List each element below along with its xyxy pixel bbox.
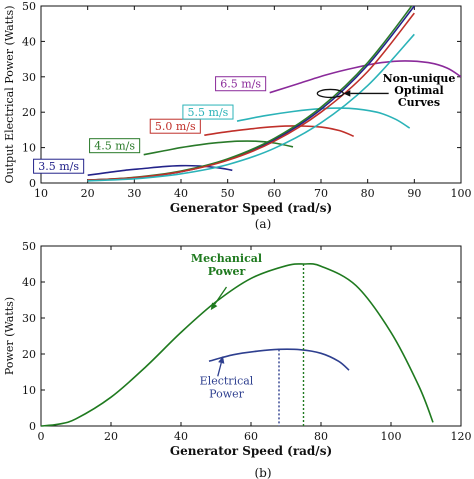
panel-b-x-tick-label: 120 (451, 430, 472, 443)
panel-a-x-tick-label: 20 (81, 187, 95, 200)
panel-b-x-axis-label: Generator Speed (rad/s) (170, 444, 332, 458)
series-label-box (182, 104, 234, 120)
panel-b-y-tick-label: 30 (22, 312, 36, 325)
panel-a-y-axis-label: Output Electrical Power (Watts) (3, 6, 16, 184)
series-5-5-m-sline (236, 107, 411, 129)
optimal-curve-8 (87, 33, 415, 182)
annotation-line-3: Curves (398, 96, 440, 109)
panel-b-markers (278, 264, 305, 426)
panel-a-caption: (a) (255, 217, 272, 231)
panel-a-x-tick-label: 60 (267, 187, 281, 200)
panel-a-x-tick-label: 30 (127, 187, 141, 200)
panel-a-x-tick-label: 50 (221, 187, 235, 200)
series-label: 6.5 m/s (220, 78, 261, 91)
panel-b-x-tick-label: 60 (244, 430, 258, 443)
series-label: 3.5 m/s (38, 160, 79, 173)
panel-a-frame (40, 5, 462, 184)
panel-b-frame (40, 245, 462, 427)
series-label: 5.0 m/s (155, 120, 196, 133)
mechanical-label-line-1: Mechanical (191, 252, 262, 265)
annotation-line-1: Non-unique (383, 72, 456, 85)
panel-b-x-tick-label: 0 (38, 430, 45, 443)
panel-b-y-tick-label: 20 (22, 348, 36, 361)
panel-a-x-tick-label: 80 (361, 187, 375, 200)
panel-a-y-tick-label: 30 (22, 71, 36, 84)
panel-a-x-tick-label: 100 (451, 187, 472, 200)
electrical-label-line-2: Power (209, 388, 245, 401)
panel-a-x-axis-label: Generator Speed (rad/s) (170, 201, 332, 215)
series-label-box (89, 138, 141, 154)
panel-b-caption: (b) (254, 466, 271, 479)
mechanical-arrowhead (210, 302, 218, 311)
panel-b-y-tick-label: 40 (22, 276, 36, 289)
mechanical-label-line-2: Power (208, 265, 246, 278)
series-label: 5.5 m/s (188, 106, 229, 119)
panel-a-series-labels: 3.5 m/s 4.5 m/s 5.0 m/s5.5 m/s 6.5 m/s (33, 76, 267, 174)
panel-a-annotation-non-unique: Non-unique Optimal Curves (316, 72, 456, 109)
panel-a-y-tick-label: 50 (22, 0, 36, 13)
electrical-arrowhead (218, 356, 225, 364)
series-5-0-m-sline (204, 125, 355, 138)
panel-a-x-tick-label: 40 (174, 187, 188, 200)
panel-b-ticks: 0 20 40 60 80 100 120 0 10 20 30 40 50 (22, 240, 472, 443)
panel-b-series (40, 262, 434, 427)
panel-b-y-tick-label: 0 (29, 420, 36, 433)
panel-b-annotation-mechanical: Mechanical Power (191, 252, 262, 311)
mechanical-arrow (214, 286, 228, 305)
electrical-arrow (217, 362, 222, 377)
series-electrical-power-line (208, 348, 350, 371)
series-label-box (215, 76, 267, 92)
panel-b-x-tick-label: 100 (381, 430, 402, 443)
series-label-box (33, 158, 85, 174)
panel-a-x-tick-label: 70 (314, 187, 328, 200)
panel-b-x-tick-label: 20 (104, 430, 118, 443)
panel-a-x-tick-label: 10 (34, 187, 48, 200)
panel-b-x-tick-label: 40 (174, 430, 188, 443)
panel-b-annotation-electrical: Electrical Power (200, 356, 254, 401)
panel-b-x-tick-label: 80 (314, 430, 328, 443)
panel-a-series (87, 6, 461, 182)
series-mechanical-power-line (40, 262, 434, 427)
series-label: 4.5 m/s (94, 140, 135, 153)
panel-b-y-axis-label: Power (Watts) (3, 297, 16, 375)
panel-b-y-tick-label: 50 (22, 240, 36, 253)
panel-a-y-tick-label: 40 (22, 35, 36, 48)
electrical-label-line-1: Electrical (200, 375, 254, 388)
optimal-curve-6 (87, 6, 413, 181)
series-3-5-m-sline (87, 164, 233, 176)
panel-a-x-tick-label: 90 (407, 187, 421, 200)
series-label-box (149, 118, 201, 134)
panel-b-y-tick-label: 10 (22, 384, 36, 397)
panel-b: 0 20 40 60 80 100 120 0 10 20 30 40 50 Generator Spe… (3, 240, 472, 479)
panel-a-y-tick-label: 10 (22, 142, 36, 155)
optimal-curve-7 (87, 12, 415, 181)
panel-a-y-tick-label: 0 (29, 177, 36, 190)
panel-a-y-tick-label: 20 (22, 106, 36, 119)
series-6-5-m-sline (269, 60, 461, 94)
annotation-arrowhead (343, 90, 351, 97)
annotation-line-2: Optimal (394, 84, 443, 97)
